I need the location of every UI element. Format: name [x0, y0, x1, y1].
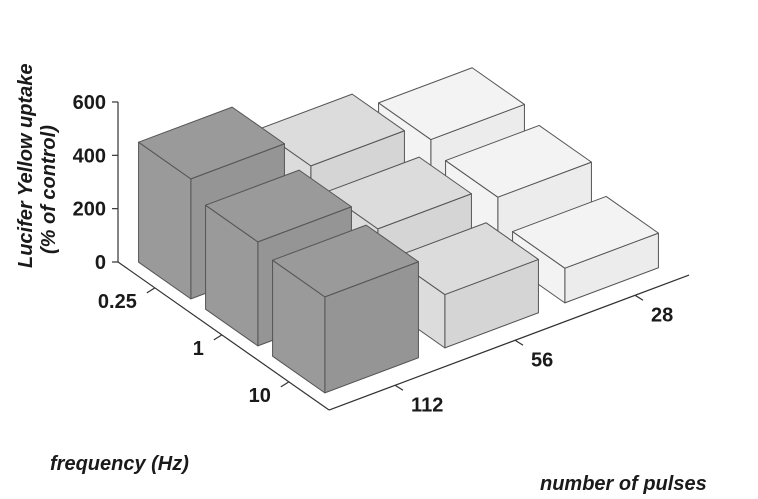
bar-top-face [378, 67, 525, 141]
frequency-tick-label: 0.25 [98, 291, 137, 313]
bar-top-face [445, 124, 592, 198]
z-tick-label: 600 [73, 92, 106, 114]
frequency-tick-label: 1 [193, 338, 204, 360]
frequency-axis-line [117, 261, 330, 411]
frequency-tick-mark [146, 287, 156, 294]
bar-top-face [512, 195, 659, 269]
bar-top-face [138, 106, 285, 180]
x-axis-label: frequency (Hz) [50, 453, 189, 475]
pulses-axis-line [328, 274, 690, 411]
pulses-tick-label: 28 [651, 304, 673, 326]
pulses-tick-label: 112 [411, 394, 443, 416]
bar-10hz-112pulses [272, 224, 419, 394]
z-tick-label: 0 [95, 252, 106, 274]
pulses-tick-mark [514, 339, 524, 346]
frequency-tick-mark [280, 381, 290, 388]
pulses-tick-mark [634, 294, 644, 301]
pulses-tick-label: 56 [531, 349, 553, 371]
bar-top-face [325, 156, 472, 230]
bar-top-face [258, 93, 405, 167]
chart-labels: 600 400 200 0 0.25 1 10 112 56 28 [73, 92, 674, 416]
frequency-tick-mark [213, 334, 223, 341]
chart-bars [138, 67, 659, 394]
chart-axes [112, 101, 690, 411]
bar-top-face [272, 224, 419, 298]
pulses-tick-mark [394, 384, 404, 391]
z-tick-label: 400 [73, 145, 106, 167]
z-axis-label-line2: (% of control) [38, 125, 60, 254]
bar-top-face [392, 222, 539, 296]
z-axis-label-line1: Lucifer Yellow uptake [15, 63, 37, 268]
y-axis-label: number of pulses [540, 473, 707, 495]
frequency-tick-label: 10 [249, 385, 271, 407]
z-tick-label: 200 [73, 199, 106, 221]
bar-top-face [205, 169, 352, 243]
